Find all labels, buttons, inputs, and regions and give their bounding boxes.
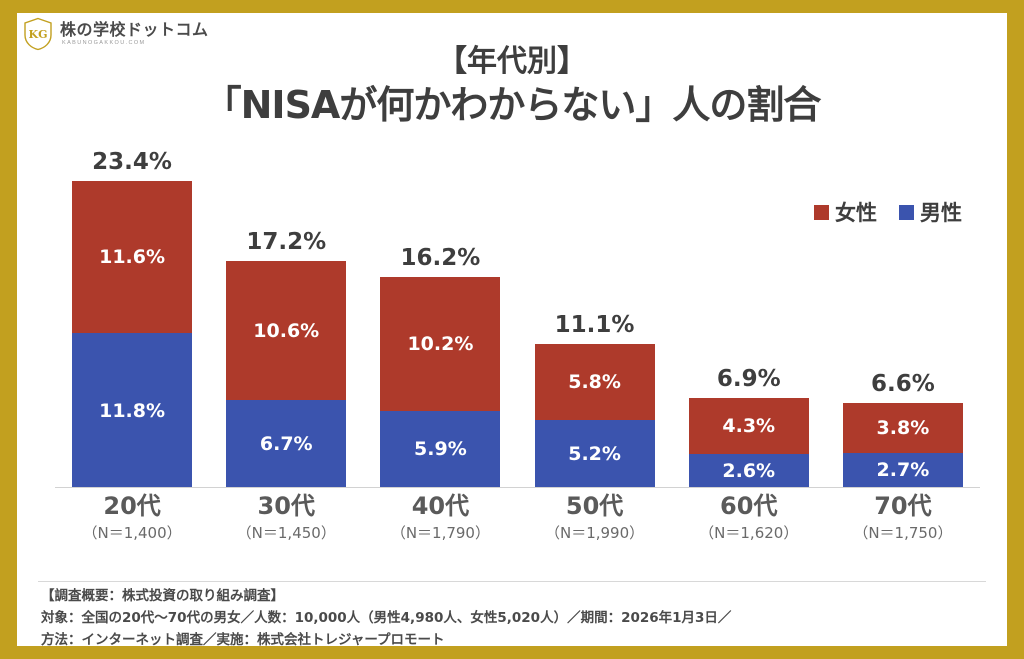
shield-kg-icon: KG xyxy=(24,17,52,51)
legend-label-female: 女性 xyxy=(835,201,877,225)
bar-segment-label-female: 11.6% xyxy=(99,246,166,269)
x-axis-tick-40代: 40代 （N＝1,790） xyxy=(365,491,515,545)
bar-stack: 4.3% 2.6% xyxy=(688,397,809,488)
x-axis-tick-sublabel: （N＝1,750） xyxy=(853,524,953,542)
bar-segment-label-female: 10.2% xyxy=(407,332,474,355)
bar-segment-female: 5.8% xyxy=(534,343,655,420)
x-axis-tick-label: 70代 xyxy=(874,492,932,520)
footnote: 【調査概要：株式投資の取り組み調査】 対象：全国の20代〜70代の男女／人数：1… xyxy=(41,585,989,646)
bar-segment-female: 4.3% xyxy=(688,397,809,454)
x-axis-tick-sublabel: （N＝1,790） xyxy=(390,524,490,542)
bar-segment-male: 2.6% xyxy=(688,453,809,488)
bar-stack: 10.6% 6.7% xyxy=(226,261,347,488)
bar-segment-male: 6.7% xyxy=(226,400,347,488)
brand-logo: KG 株の学校ドットコム KABUNOGAKKOU.COM xyxy=(23,17,209,51)
x-axis-tick-label: 60代 xyxy=(720,492,778,520)
bar-segment-label-male: 2.7% xyxy=(876,459,930,482)
bar-segment-male: 5.2% xyxy=(534,419,655,488)
bar-stack: 11.6% 11.8% xyxy=(72,181,193,488)
bar-segment-male: 11.8% xyxy=(72,333,193,488)
bar-total-label: 11.1% xyxy=(554,311,635,338)
bar-segment-label-female: 10.6% xyxy=(253,319,320,342)
legend-swatch-female xyxy=(814,204,829,220)
brand-url: KABUNOGAKKOU.COM xyxy=(62,39,146,46)
bar-stack: 10.2% 5.9% xyxy=(380,277,501,488)
bar-segment-label-male: 11.8% xyxy=(99,399,166,422)
x-axis-labels: 20代 （N＝1,400） 30代 （N＝1,450） 40代 （N＝1,790） 50代 （… xyxy=(55,491,980,561)
x-axis-tick-sublabel: （N＝1,450） xyxy=(236,524,336,542)
x-axis-tick-label: 40代 xyxy=(411,492,470,520)
legend-item-male: 男性 xyxy=(899,197,962,227)
bar-total-label: 17.2% xyxy=(246,229,327,256)
bar-total-label: 6.6% xyxy=(871,370,935,397)
bar-segment-label-female: 4.3% xyxy=(722,414,776,437)
chart-legend: 女性 男性 xyxy=(814,197,962,227)
x-axis-line xyxy=(55,487,980,488)
bar-segment-label-female: 3.8% xyxy=(876,416,930,439)
bar-segment-label-male: 5.2% xyxy=(568,442,621,465)
bar-segment-male: 2.7% xyxy=(842,452,963,488)
footnote-divider xyxy=(38,581,986,582)
footnote-line-3: 方法：インターネット調査／実施：株式会社トレジャープロモート xyxy=(41,632,445,646)
title-line-2: 「NISAが何かわからない」人の割合 xyxy=(203,83,822,127)
page-title: 【年代別】 「NISAが何かわからない」人の割合 xyxy=(17,43,1007,129)
x-axis-tick-50代: 50代 （N＝1,990） xyxy=(520,491,670,545)
bar-total-label: 23.4% xyxy=(92,149,172,176)
bar-segment-female: 3.8% xyxy=(842,402,963,453)
footnote-line-1: 【調査概要：株式投資の取り組み調査】 xyxy=(41,588,284,604)
bar-segment-female: 10.6% xyxy=(226,261,347,401)
brand-name: 株の学校ドットコム xyxy=(60,19,209,39)
bar-segment-label-male: 6.7% xyxy=(259,433,313,456)
bar-segment-label-female: 5.8% xyxy=(568,370,621,393)
x-axis-tick-30代: 30代 （N＝1,450） xyxy=(211,491,361,545)
x-axis-tick-70代: 70代 （N＝1,750） xyxy=(828,491,978,545)
chart-plot-area: 23.4% 11.6% 11.8% 17.2% 10.6% 6.7% 16.2% 10.2% 5… xyxy=(55,149,980,488)
x-axis-tick-60代: 60代 （N＝1,620） xyxy=(674,491,824,545)
footnote-line-2: 対象：全国の20代〜70代の男女／人数：10,000人（男性4,980人、女性5… xyxy=(41,610,732,626)
legend-swatch-male xyxy=(899,204,914,220)
x-axis-tick-20代: 20代 （N＝1,400） xyxy=(57,491,207,545)
bar-stack: 3.8% 2.7% xyxy=(842,402,963,488)
x-axis-tick-sublabel: （N＝1,400） xyxy=(82,524,182,542)
bar-segment-female: 10.2% xyxy=(380,277,501,411)
svg-text:KG: KG xyxy=(29,28,48,41)
legend-label-male: 男性 xyxy=(920,201,962,225)
x-axis-tick-label: 30代 xyxy=(257,492,315,520)
bar-total-label: 16.2% xyxy=(400,245,481,272)
x-axis-tick-label: 50代 xyxy=(565,492,624,520)
bar-segment-female: 11.6% xyxy=(72,181,193,334)
chart-card: KG 株の学校ドットコム KABUNOGAKKOU.COM 【年代別】 「NIS… xyxy=(17,13,1007,646)
bar-stack: 5.8% 5.2% xyxy=(534,343,655,488)
title-line-1: 【年代別】 xyxy=(437,44,587,79)
x-axis-tick-sublabel: （N＝1,990） xyxy=(544,524,645,542)
x-axis-tick-label: 20代 xyxy=(103,492,161,520)
x-axis-tick-sublabel: （N＝1,620） xyxy=(699,524,799,542)
bar-segment-label-male: 2.6% xyxy=(722,459,776,482)
bar-segment-male: 5.9% xyxy=(380,410,501,488)
legend-item-female: 女性 xyxy=(814,197,877,227)
bar-total-label: 6.9% xyxy=(716,365,781,392)
bar-segment-label-male: 5.9% xyxy=(414,438,467,461)
